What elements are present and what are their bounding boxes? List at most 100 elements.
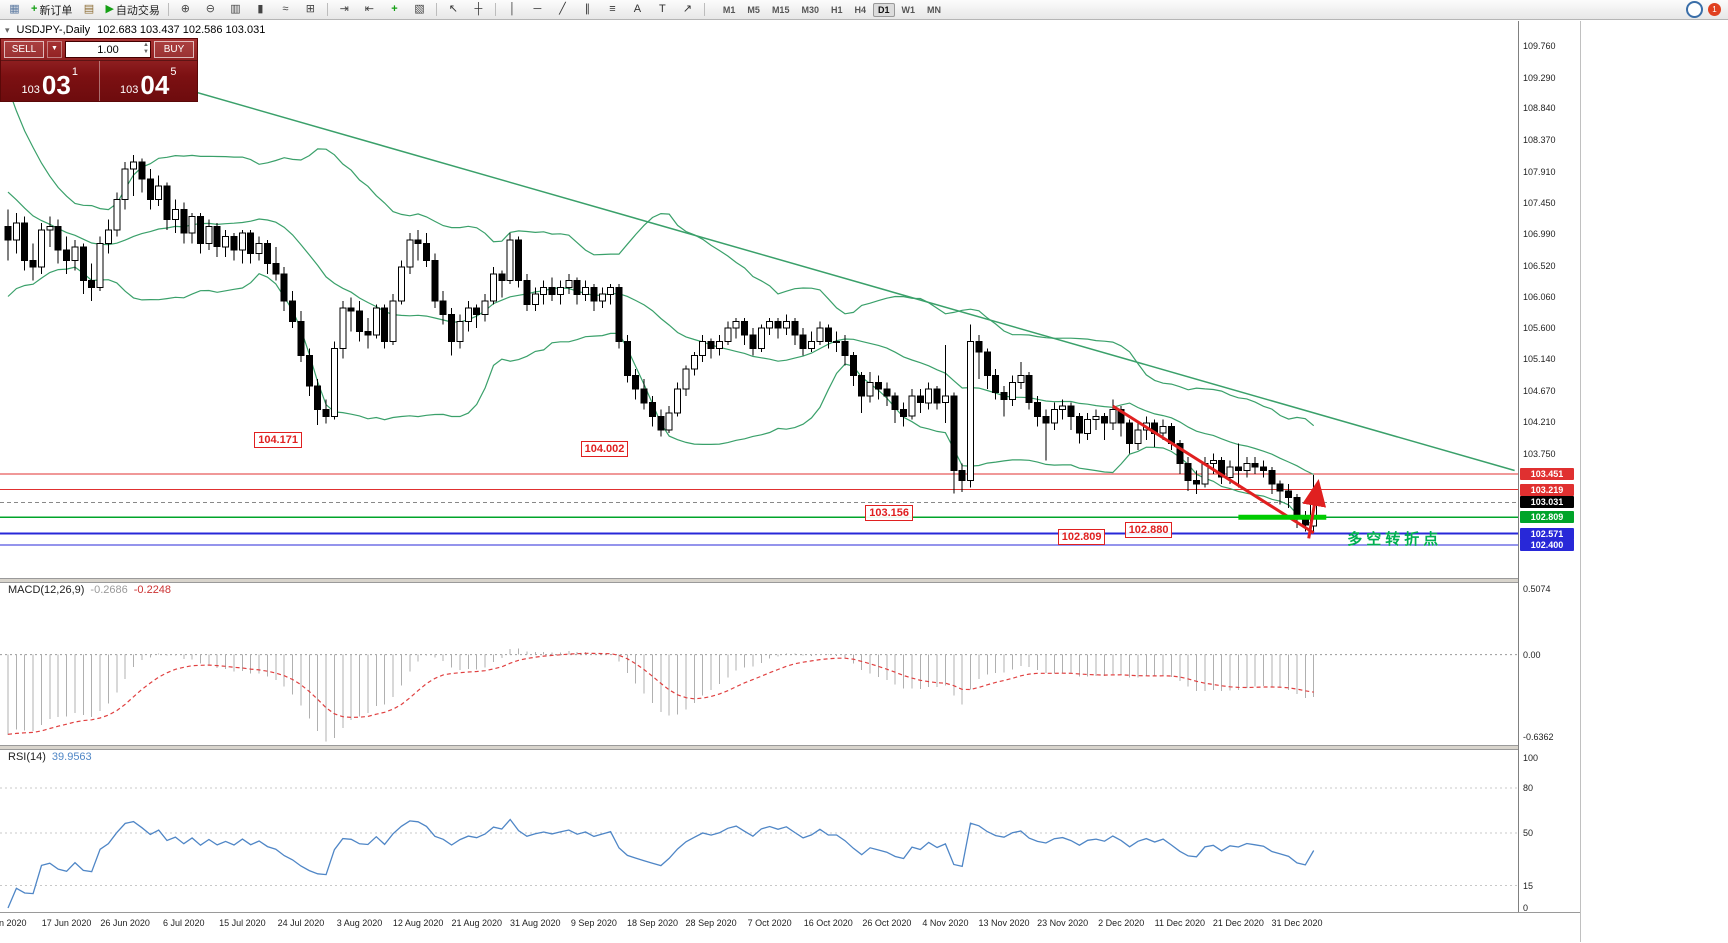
- macd-indicator-plot[interactable]: [0, 581, 1518, 745]
- volume-input[interactable]: 1.00 ▲ ▼: [65, 41, 151, 58]
- date-label: 18 Sep 2020: [626, 918, 679, 928]
- fibonacci-icon[interactable]: ≡: [609, 3, 616, 15]
- volume-stepper[interactable]: ▲ ▼: [143, 42, 149, 55]
- price-tick: 107.910: [1523, 166, 1556, 177]
- volume-dropdown-icon[interactable]: ▼: [47, 41, 62, 58]
- toolbar-separator: [703, 3, 705, 16]
- price-tick: 109.760: [1523, 41, 1556, 52]
- turning-point-note[interactable]: 多空转折点: [1347, 531, 1443, 549]
- timeframe-m15[interactable]: M15: [771, 4, 790, 15]
- toolbar-separator: [494, 3, 496, 16]
- date-label: 2 Dec 2020: [1098, 918, 1145, 928]
- one-click-collapse-icon[interactable]: ▾: [5, 24, 10, 35]
- vertical-line-icon[interactable]: │: [508, 3, 516, 15]
- zoom-out-icon[interactable]: ⊖: [205, 3, 216, 15]
- price-annotation[interactable]: 104.002: [580, 440, 629, 457]
- sell-button[interactable]: SELL: [4, 41, 44, 58]
- chart-ohlc-values: 102.683 103.437 102.586 103.031: [97, 24, 266, 36]
- price-tag: 103.451: [1520, 467, 1574, 480]
- timeframe-m1[interactable]: M1: [722, 4, 736, 15]
- timeframe-d1[interactable]: D1: [873, 2, 895, 17]
- up-arrow: [1302, 479, 1327, 539]
- date-label: 4 Nov 2020: [922, 918, 969, 928]
- panel-separator[interactable]: [0, 578, 1580, 583]
- panel-separator[interactable]: [0, 745, 1580, 750]
- horizontal-lines-layer: [0, 473, 1518, 546]
- search-icon[interactable]: [1686, 1, 1703, 18]
- price-tick: 104.670: [1523, 386, 1556, 397]
- price-annotation[interactable]: 103.156: [865, 505, 913, 522]
- tile-windows-icon[interactable]: ⊞: [305, 3, 316, 15]
- date-label: Jun 2020: [0, 918, 27, 928]
- price-annotation[interactable]: 102.880: [1124, 522, 1173, 539]
- chart-symbol-label: USDJPY-,Daily: [16, 24, 91, 36]
- chart-profiles-icon[interactable]: ▤: [83, 3, 95, 15]
- chart-annotations-layer: 104.171 104.002 103.156 102.809 102.880 多空转折点: [254, 432, 1443, 549]
- price-axis[interactable]: 109.760 109.290 108.840 108.370 107.910 107.4…: [1518, 21, 1581, 942]
- zoom-in-icon[interactable]: ⊕: [180, 3, 191, 15]
- ask-price-sup: 5: [170, 66, 177, 78]
- toolbar-separator: [435, 3, 437, 16]
- text-icon[interactable]: A: [633, 3, 642, 15]
- date-label: 26 Oct 2020: [862, 918, 912, 928]
- ask-price-small: 103: [120, 84, 139, 96]
- red-downtrend-line: [1112, 404, 1315, 535]
- long-downtrend-line: [108, 66, 1515, 472]
- line-chart-icon[interactable]: ≈: [282, 3, 289, 15]
- macd-value: -0.2686: [90, 584, 128, 596]
- date-label: 23 Nov 2020: [1037, 918, 1089, 928]
- ask-price-display[interactable]: 103 04 5: [100, 61, 198, 101]
- label-icon[interactable]: T: [659, 3, 666, 15]
- indicators-icon[interactable]: +: [391, 3, 398, 15]
- timeframe-h1[interactable]: H1: [830, 4, 843, 15]
- price-tick: 109.290: [1523, 72, 1556, 83]
- window-empty-area: [1580, 21, 1728, 942]
- templates-icon[interactable]: ▧: [414, 3, 425, 15]
- date-label: 28 Sep 2020: [685, 918, 737, 928]
- chart-shift-icon[interactable]: ⇤: [364, 3, 375, 15]
- toolbar-separator: [167, 3, 169, 16]
- cursor-icon[interactable]: ↖: [448, 3, 459, 15]
- price-tick: 103.750: [1523, 448, 1556, 459]
- channel-icon[interactable]: ∥: [584, 3, 591, 15]
- rsi-name: RSI(14): [8, 751, 46, 763]
- chart-windows-icon[interactable]: ▦: [9, 3, 20, 15]
- date-label: 11 Dec 2020: [1154, 918, 1205, 928]
- date-axis[interactable]: Jun 2020 17 Jun 2020 26 Jun 2020 6 Jul 2020…: [0, 912, 1580, 943]
- toolbar-icon-group: ▦ + 新订单 ▤ ▶ 自动交易 ⊕ ⊖ ▥ ▮ ≈ ⊞ ⇥ ⇤ + ▧ ↖ ┼ │ ─ ╱ ∥ ≡ A T ↗: [3, 1, 708, 19]
- price-annotation[interactable]: 104.171: [254, 432, 302, 448]
- bar-chart-icon[interactable]: ▥: [230, 3, 241, 15]
- date-label: 12 Aug 2020: [392, 918, 444, 928]
- toolbar-right-group: 1: [1686, 1, 1725, 18]
- crosshair-icon[interactable]: ┼: [474, 3, 483, 15]
- bollinger-bands-layer: [7, 87, 1315, 524]
- buy-button[interactable]: BUY: [154, 41, 194, 58]
- horizontal-line-icon[interactable]: ─: [533, 3, 542, 15]
- date-label: 21 Dec 2020: [1212, 918, 1264, 928]
- rsi-tick: 100: [1523, 753, 1539, 763]
- date-label: 7 Oct 2020: [747, 918, 792, 928]
- date-label: 26 Jun 2020: [100, 918, 150, 928]
- trendline-icon[interactable]: ╱: [559, 3, 566, 15]
- new-order-button[interactable]: + 新订单: [31, 3, 73, 17]
- bid-price-display[interactable]: 103 03 1: [1, 61, 100, 101]
- rsi-indicator-plot[interactable]: [0, 748, 1518, 912]
- autotrading-button[interactable]: ▶ 自动交易: [105, 3, 160, 17]
- price-chart-plot[interactable]: [0, 21, 1518, 578]
- price-tick: 107.450: [1523, 197, 1556, 208]
- macd-tick: -0.6362: [1523, 732, 1554, 742]
- price-annotation[interactable]: 102.809: [1057, 528, 1106, 545]
- candlestick-chart-icon[interactable]: ▮: [257, 3, 264, 15]
- timeframe-w1[interactable]: W1: [901, 4, 916, 15]
- timeframe-m30[interactable]: M30: [801, 4, 819, 15]
- timeframe-m5[interactable]: M5: [747, 4, 760, 15]
- volume-value: 1.00: [97, 43, 119, 56]
- alerts-icon[interactable]: 1: [1708, 3, 1721, 16]
- macd-signal-value: -0.2248: [133, 584, 172, 596]
- date-label: 31 Dec 2020: [1271, 918, 1323, 928]
- macd-histogram: [7, 648, 1315, 742]
- timeframe-mn[interactable]: MN: [927, 4, 942, 15]
- arrows-icon[interactable]: ↗: [682, 3, 693, 15]
- timeframe-h4[interactable]: H4: [854, 4, 866, 15]
- auto-scroll-icon[interactable]: ⇥: [339, 3, 350, 15]
